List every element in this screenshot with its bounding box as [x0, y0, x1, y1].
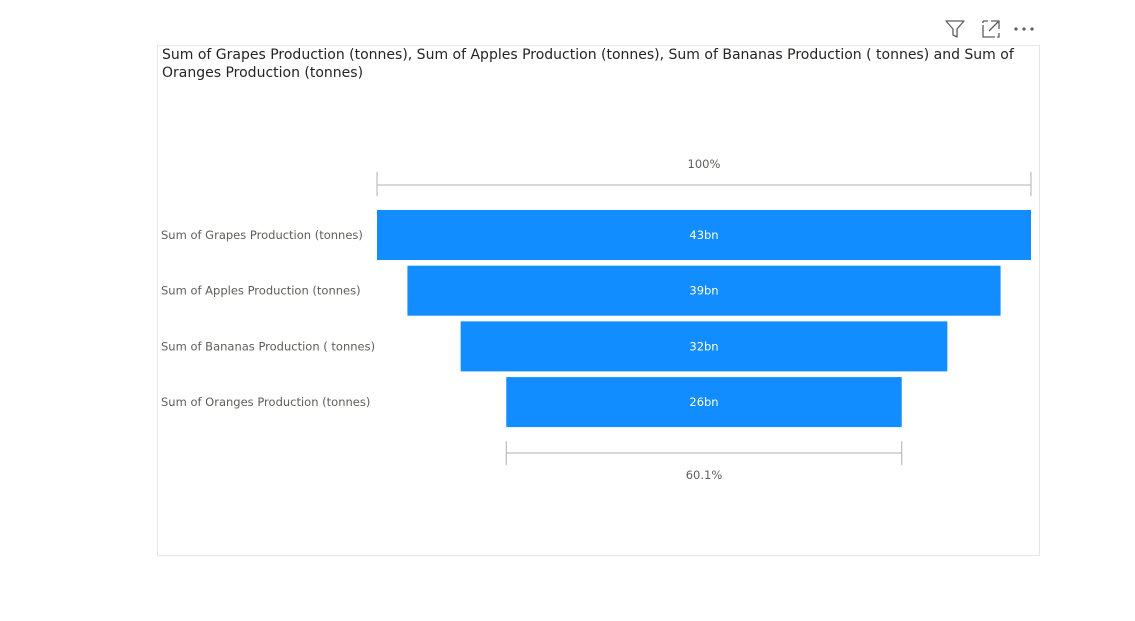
focus-mode-icon[interactable]	[980, 18, 1002, 44]
top-percent-label: 100%	[688, 157, 721, 171]
chart-title: Sum of Grapes Production (tonnes), Sum o…	[162, 47, 1014, 81]
funnel-bar[interactable]	[377, 210, 1031, 260]
funnel-bar[interactable]	[460, 321, 948, 372]
category-label: Sum of Apples Production (tonnes)	[161, 284, 361, 298]
bar-data-label: 43bn	[689, 228, 718, 242]
category-label: Sum of Bananas Production ( tonnes)	[161, 339, 375, 353]
visual-header	[940, 18, 1040, 42]
category-label: Sum of Grapes Production (tonnes)	[161, 228, 363, 242]
bar-data-label: 39bn	[689, 284, 718, 298]
more-options-icon[interactable]	[1012, 18, 1036, 44]
bottom-percent-label: 60.1%	[686, 468, 723, 482]
bar-data-label: 26bn	[689, 395, 718, 409]
bar-data-label: 32bn	[689, 339, 718, 353]
filter-icon[interactable]	[944, 18, 966, 44]
funnel-bar[interactable]	[506, 377, 902, 428]
category-label: Sum of Oranges Production (tonnes)	[161, 395, 370, 409]
funnel-bar[interactable]	[407, 265, 1001, 316]
